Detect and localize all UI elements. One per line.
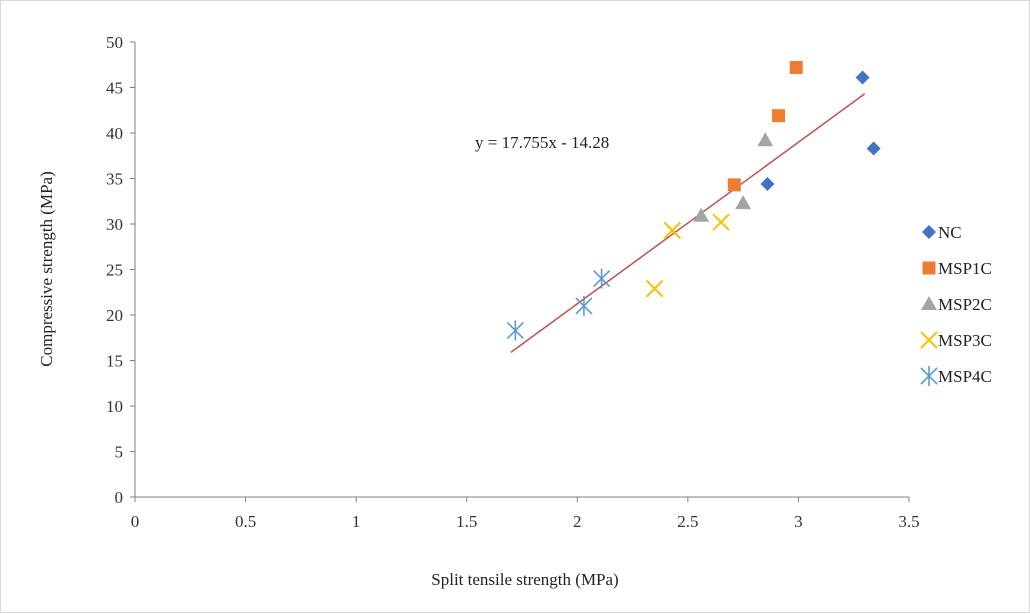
data-point-nc: [866, 141, 881, 156]
y-tick-label: 20: [106, 306, 123, 325]
x-tick-label: 3: [794, 512, 803, 531]
x-tick-label: 0.5: [235, 512, 256, 531]
x-tick-label: 2.5: [677, 512, 698, 531]
trendline: [510, 93, 866, 353]
x-tick-label: 2: [573, 512, 582, 531]
marker-shape: [922, 261, 936, 275]
legend-label: MSP1C: [938, 259, 992, 278]
y-tick-label: 10: [106, 397, 123, 416]
trendline-group: [510, 93, 866, 353]
legend-marker-msp4c: [920, 366, 938, 386]
marker-shape: [727, 178, 741, 192]
y-tick-label: 40: [106, 124, 123, 143]
marker-shape: [735, 195, 752, 210]
marker-shape: [757, 132, 774, 147]
data-point-msp1c: [789, 60, 803, 74]
marker-shape: [772, 109, 786, 123]
data-point-msp3c: [712, 213, 730, 231]
data-point-msp4c: [593, 268, 611, 289]
x-axis-title: Split tensile strength (MPa): [431, 570, 618, 589]
data-point-nc: [855, 70, 870, 85]
data-point-msp3c: [663, 221, 682, 240]
y-tick-label: 15: [106, 352, 123, 371]
data-point-msp4c: [575, 295, 593, 316]
legend-label: NC: [938, 223, 962, 242]
data-point-msp1c: [772, 109, 786, 123]
legend-item-nc: NC: [922, 223, 962, 242]
legend-marker-nc: [922, 225, 936, 239]
marker-shape: [789, 60, 803, 74]
axes: [130, 41, 910, 502]
y-tick-label: 35: [106, 170, 123, 189]
legend-marker-msp3c: [920, 331, 938, 349]
x-tick-label: 0: [131, 512, 140, 531]
marker-stroke: [663, 221, 682, 240]
marker-shape: [855, 70, 870, 85]
marker-shape: [921, 296, 937, 310]
trendline-equation: y = 17.755x - 14.28: [475, 133, 609, 152]
legend-item-msp3c: MSP3C: [920, 331, 992, 350]
legend-marker-msp2c: [921, 296, 937, 310]
legend-label: MSP4C: [938, 367, 992, 386]
x-tick-label: 3.5: [898, 512, 919, 531]
y-tick-label: 25: [106, 261, 123, 280]
y-tick-label: 45: [106, 79, 123, 98]
data-point-msp2c: [735, 195, 752, 210]
tick-labels: 0 5 10 15 20 25 30 35 40 45 50 0 0.5 1 1.5 2 2.5 3 3.5: [106, 33, 920, 531]
y-tick-label: 0: [115, 488, 124, 507]
legend-label: MSP2C: [938, 295, 992, 314]
marker-stroke: [712, 213, 730, 231]
marker-shape: [693, 207, 710, 222]
y-tick-label: 5: [115, 443, 124, 462]
marker-stroke: [645, 279, 664, 298]
legend-item-msp4c: MSP4C: [920, 366, 992, 386]
data-point-msp1c: [727, 178, 741, 192]
legend-item-msp1c: MSP1C: [922, 259, 992, 278]
data-points: [506, 60, 881, 341]
y-tick-label: 30: [106, 215, 123, 234]
y-axis-title: Compressive strength (MPa): [37, 171, 56, 366]
x-tick-label: 1.5: [456, 512, 477, 531]
data-point-msp2c: [693, 207, 710, 222]
y-tick-label: 50: [106, 33, 123, 52]
data-point-msp4c: [506, 320, 524, 341]
marker-shape: [866, 141, 881, 156]
data-point-msp2c: [757, 132, 774, 147]
data-point-nc: [760, 176, 775, 191]
data-point-msp3c: [645, 279, 664, 298]
legend-item-msp2c: MSP2C: [921, 295, 992, 314]
marker-stroke: [920, 331, 938, 349]
legend: NC MSP1C MSP2C MSP3C MSP4C: [920, 223, 992, 386]
marker-shape: [760, 176, 775, 191]
x-tick-label: 1: [352, 512, 361, 531]
marker-shape: [922, 225, 936, 239]
legend-label: MSP3C: [938, 331, 992, 350]
legend-marker-msp1c: [922, 261, 936, 275]
